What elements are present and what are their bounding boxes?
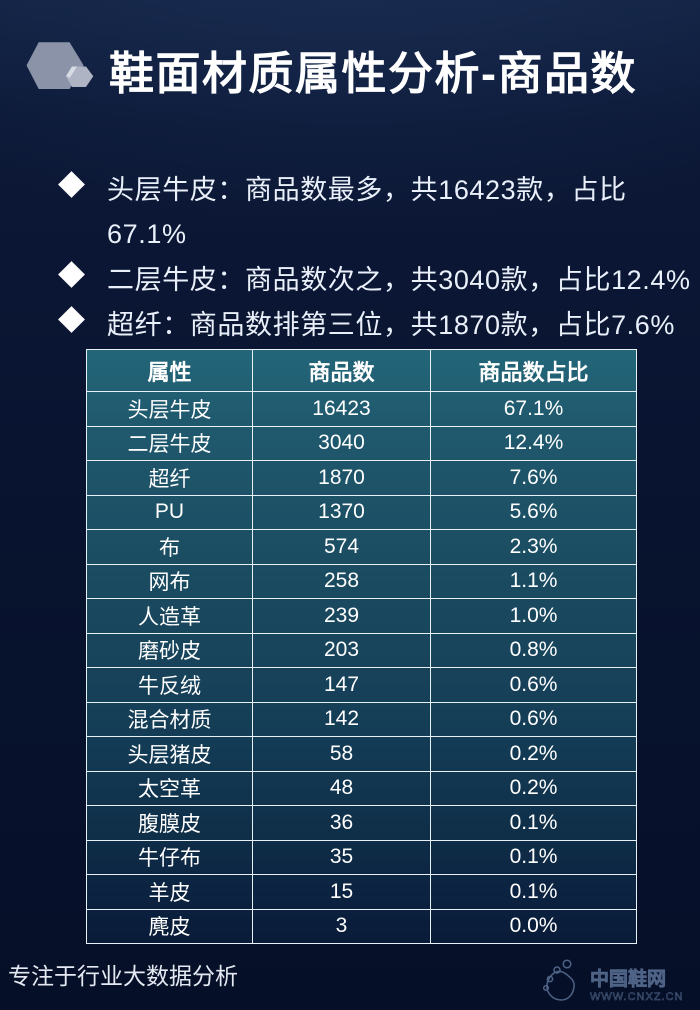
svg-text:WWW.CNXZ.CN: WWW.CNXZ.CN [590,991,683,1003]
svg-text:中国鞋网: 中国鞋网 [590,967,666,990]
